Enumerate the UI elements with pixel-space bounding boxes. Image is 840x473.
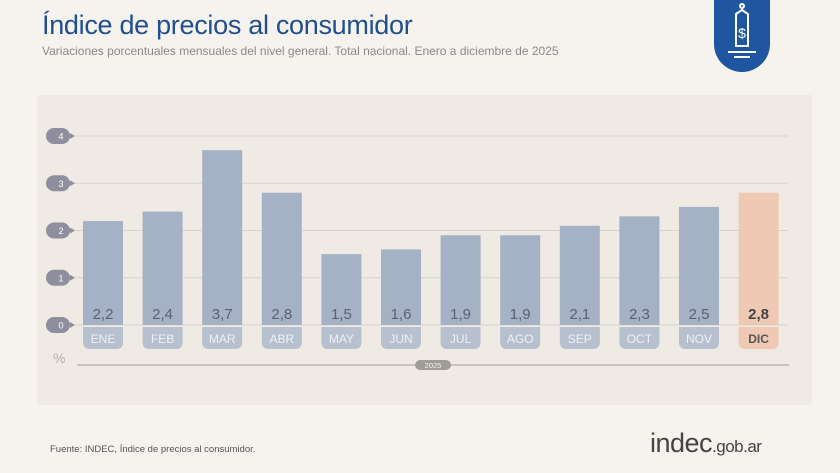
chart-panel: 0 1 2 3 4 2,2 ENE 2,4 FEB 3,7 MAR 2,8 ABR 1,5 MAY 1,6 JU… xyxy=(37,95,812,405)
value-label: 2,5 xyxy=(689,306,710,323)
category-pill xyxy=(202,327,243,349)
bar xyxy=(142,211,183,325)
value-label: 3,7 xyxy=(212,306,233,323)
bar xyxy=(619,216,660,325)
category-pill xyxy=(619,327,660,349)
category-pill xyxy=(142,327,183,349)
category-label: NOV xyxy=(686,332,712,346)
bar xyxy=(83,221,123,325)
category-pill xyxy=(440,327,481,349)
y-tick-pill xyxy=(46,175,75,192)
page-title: Índice de precios al consumidor xyxy=(42,10,413,40)
category-label: OCT xyxy=(627,332,653,346)
year-pill xyxy=(415,360,451,370)
value-label: 2,3 xyxy=(629,306,650,323)
value-label: 1,6 xyxy=(391,306,412,323)
indec-logo[interactable]: indec.gob.ar xyxy=(650,428,762,459)
y-tick-label: 2 xyxy=(58,226,63,236)
brand-suffix: .gob.ar xyxy=(712,437,762,456)
source-note: Fuente: INDEC, Índice de precios al cons… xyxy=(50,444,256,455)
category-pill xyxy=(83,327,123,349)
value-label: 1,9 xyxy=(450,306,471,323)
value-label: 2,8 xyxy=(748,306,769,323)
category-label: FEB xyxy=(151,332,174,346)
category-pill xyxy=(738,327,779,349)
category-pill xyxy=(679,327,719,349)
category-pill xyxy=(261,327,302,349)
bar xyxy=(440,235,481,325)
bar xyxy=(679,206,719,325)
category-label: JUL xyxy=(450,332,472,346)
category-label: SEP xyxy=(568,332,592,346)
page-subtitle: Variaciones porcentuales mensuales del n… xyxy=(42,44,559,58)
category-label: ENE xyxy=(91,332,116,346)
y-tick-label: 0 xyxy=(58,321,63,331)
bar xyxy=(559,225,600,325)
category-pill xyxy=(321,327,362,349)
y-axis-unit: % xyxy=(53,350,65,366)
category-label: MAY xyxy=(329,332,354,346)
brand-main: indec xyxy=(650,428,713,458)
category-pill xyxy=(500,327,541,349)
bar xyxy=(738,192,779,325)
bar-chart: 0 1 2 3 4 2,2 ENE 2,4 FEB 3,7 MAR 2,8 ABR 1,5 MAY 1,6 JU… xyxy=(46,128,789,370)
bar xyxy=(500,235,541,325)
svg-text:$: $ xyxy=(738,25,746,41)
value-label: 2,8 xyxy=(271,306,292,323)
y-tick-pill xyxy=(46,269,75,286)
year-label: 2025 xyxy=(425,361,442,370)
category-label: AGO xyxy=(507,332,534,346)
category-label: DIC xyxy=(748,332,769,346)
y-tick-label: 3 xyxy=(58,179,63,189)
value-label: 1,5 xyxy=(331,306,352,323)
bar xyxy=(381,249,421,325)
price-tag-dollar-icon: $ xyxy=(714,0,770,72)
y-tick-pill xyxy=(46,128,75,144)
y-tick-pill xyxy=(46,222,75,239)
category-pill xyxy=(559,327,600,349)
bar xyxy=(261,192,302,325)
value-label: 1,9 xyxy=(510,306,531,323)
category-label: JUN xyxy=(389,332,412,346)
y-tick-label: 4 xyxy=(58,132,63,142)
category-pill xyxy=(381,327,421,349)
bar xyxy=(321,254,362,325)
value-label: 2,4 xyxy=(152,306,173,323)
value-label: 2,1 xyxy=(569,306,590,323)
y-tick-pill xyxy=(46,317,75,333)
bar xyxy=(202,150,243,325)
category-label: MAR xyxy=(209,332,236,346)
category-label: ABR xyxy=(269,332,294,346)
y-tick-label: 1 xyxy=(58,273,63,283)
value-label: 2,2 xyxy=(93,306,114,323)
